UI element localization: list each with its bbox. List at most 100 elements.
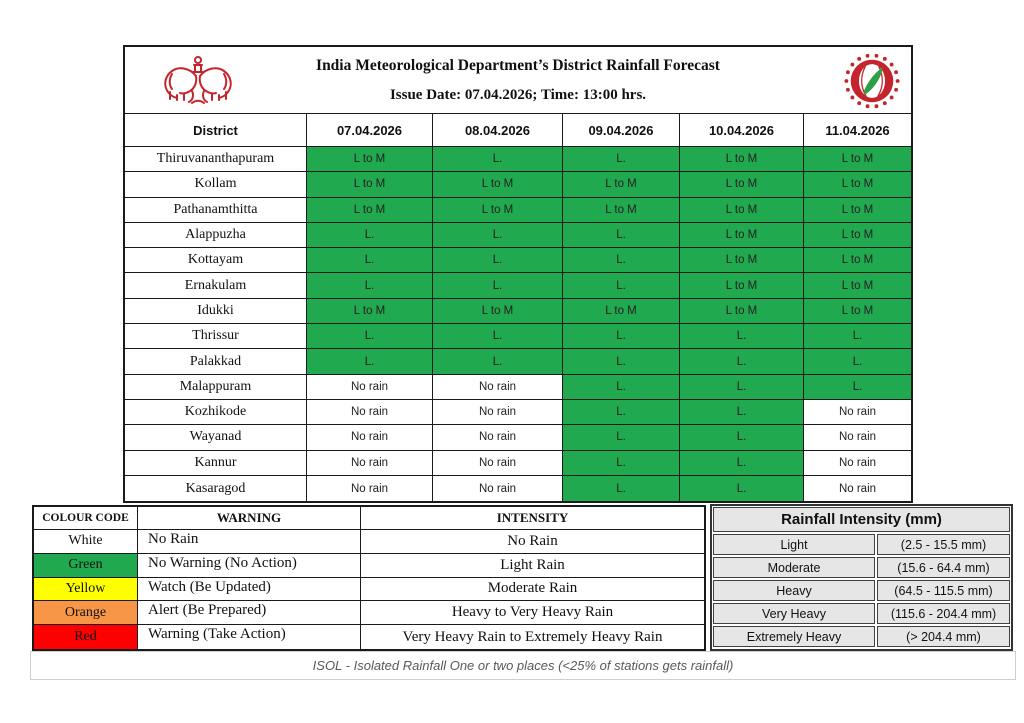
colour-swatch-red: Red bbox=[34, 625, 138, 649]
colour-swatch-orange: Orange bbox=[34, 601, 138, 626]
intensity-text: No Rain bbox=[361, 530, 704, 554]
forecast-grid: District 07.04.2026 08.04.2026 09.04.2026 10… bbox=[125, 114, 911, 502]
forecast-cell: No rain bbox=[433, 374, 563, 400]
forecast-cell: L. bbox=[433, 147, 563, 173]
district-name: Malappuram bbox=[125, 374, 307, 400]
column-header-date: 09.04.2026 bbox=[563, 114, 680, 147]
forecast-cell: L to M bbox=[307, 298, 433, 325]
forecast-cell: L. bbox=[680, 374, 804, 400]
forecast-cell: L. bbox=[804, 349, 911, 375]
rainfall-intensity-rows: Light (2.5 - 15.5 mm) Moderate (15.6 - 64.4… bbox=[712, 534, 1011, 647]
forecast-cell: L. bbox=[680, 349, 804, 375]
warning-text: No Rain bbox=[138, 530, 361, 554]
forecast-cell: No rain bbox=[804, 450, 911, 476]
forecast-cell: L. bbox=[563, 273, 680, 299]
warning-text: No Warning (No Action) bbox=[138, 553, 361, 578]
intensity-row: Extremely Heavy (> 204.4 mm) bbox=[713, 626, 1010, 647]
forecast-cell: L. bbox=[680, 399, 804, 426]
forecast-cell: L. bbox=[433, 273, 563, 299]
colour-swatch-white: White bbox=[34, 530, 138, 554]
forecast-cell: L to M bbox=[433, 172, 563, 198]
forecast-cell: L to M bbox=[563, 298, 680, 325]
intensity-label: Extremely Heavy bbox=[713, 626, 875, 647]
footer-row: ISOL - Isolated Rainfall One or two plac… bbox=[30, 651, 1016, 680]
forecast-cell: L. bbox=[680, 425, 804, 451]
district-name: Kozhikode bbox=[125, 399, 307, 426]
forecast-table: India Meteorological Department’s Distri… bbox=[123, 45, 913, 504]
forecast-cell: L. bbox=[680, 324, 804, 350]
forecast-cell: L to M bbox=[307, 172, 433, 198]
forecast-cell: No rain bbox=[433, 425, 563, 451]
intensity-text: Light Rain bbox=[361, 554, 704, 578]
forecast-cell: No rain bbox=[433, 399, 563, 426]
forecast-cell: L to M bbox=[680, 197, 804, 223]
forecast-cell: L. bbox=[433, 349, 563, 375]
forecast-cell: L to M bbox=[680, 298, 804, 325]
forecast-cell: No rain bbox=[433, 450, 563, 476]
forecast-cell: L. bbox=[804, 324, 911, 350]
district-name: Wayanad bbox=[125, 425, 307, 451]
intensity-range: (64.5 - 115.5 mm) bbox=[877, 580, 1010, 601]
forecast-cell: L. bbox=[804, 374, 911, 400]
district-name: Kannur bbox=[125, 450, 307, 476]
forecast-cell: L. bbox=[563, 399, 680, 426]
intensity-row: Very Heavy (115.6 - 204.4 mm) bbox=[713, 603, 1010, 624]
forecast-cell: No rain bbox=[307, 399, 433, 426]
forecast-cell: L to M bbox=[307, 147, 433, 173]
colour-code-table: COLOUR CODE WARNING INTENSITY White No Rain N… bbox=[32, 505, 706, 651]
forecast-cell: L. bbox=[563, 222, 680, 249]
forecast-cell: L. bbox=[563, 425, 680, 451]
forecast-cell: L to M bbox=[804, 248, 911, 274]
forecast-cell: No rain bbox=[433, 475, 563, 502]
colour-code-grid: COLOUR CODE WARNING INTENSITY White No Rain N… bbox=[34, 507, 704, 649]
forecast-cell: L to M bbox=[804, 172, 911, 198]
forecast-cell: L to M bbox=[680, 172, 804, 198]
forecast-cell: L. bbox=[680, 450, 804, 476]
forecast-cell: L to M bbox=[433, 298, 563, 325]
forecast-cell: L to M bbox=[563, 172, 680, 198]
page-title: India Meteorological Department’s Distri… bbox=[316, 57, 720, 74]
rainfall-intensity-table: Rainfall Intensity (mm) Light (2.5 - 15.5… bbox=[710, 504, 1013, 651]
forecast-cell: L to M bbox=[680, 273, 804, 299]
district-name: Pathanamthitta bbox=[125, 197, 307, 223]
district-name: Kottayam bbox=[125, 248, 307, 274]
forecast-cell: L. bbox=[307, 222, 433, 249]
intensity-range: (> 204.4 mm) bbox=[877, 626, 1010, 647]
district-name: Idukki bbox=[125, 298, 307, 325]
forecast-cell: No rain bbox=[307, 374, 433, 400]
forecast-cell: L. bbox=[563, 374, 680, 400]
column-header-district: District bbox=[125, 114, 307, 147]
forecast-cell: L to M bbox=[307, 197, 433, 223]
intensity-label: Very Heavy bbox=[713, 603, 875, 624]
intensity-range: (2.5 - 15.5 mm) bbox=[877, 534, 1010, 555]
forecast-cell: No rain bbox=[804, 475, 911, 502]
forecast-cell: L to M bbox=[804, 197, 911, 223]
forecast-cell: No rain bbox=[804, 425, 911, 451]
forecast-cell: L. bbox=[563, 248, 680, 274]
colour-swatch-yellow: Yellow bbox=[34, 577, 138, 602]
forecast-cell: L. bbox=[563, 450, 680, 476]
forecast-cell: L. bbox=[563, 475, 680, 502]
warning-text: Alert (Be Prepared) bbox=[138, 601, 361, 626]
forecast-cell: L. bbox=[433, 248, 563, 274]
intensity-row: Light (2.5 - 15.5 mm) bbox=[713, 534, 1010, 555]
district-name: Alappuzha bbox=[125, 222, 307, 249]
document-header: India Meteorological Department’s Distri… bbox=[125, 47, 911, 114]
forecast-cell: L to M bbox=[804, 147, 911, 173]
intensity-text: Heavy to Very Heavy Rain bbox=[361, 601, 704, 626]
district-name: Kollam bbox=[125, 172, 307, 198]
isol-definition-note: ISOL - Isolated Rainfall One or two plac… bbox=[312, 658, 734, 673]
district-name: Thiruvananthapuram bbox=[125, 147, 307, 173]
intensity-text: Very Heavy Rain to Extremely Heavy Rain bbox=[402, 628, 663, 645]
imd-seal-icon bbox=[844, 53, 900, 109]
forecast-cell: L. bbox=[433, 222, 563, 249]
forecast-cell: L. bbox=[563, 324, 680, 350]
forecast-cell: L. bbox=[680, 475, 804, 502]
intensity-range: (115.6 - 204.4 mm) bbox=[877, 603, 1010, 624]
district-name: Thrissur bbox=[125, 324, 307, 350]
legend-header-warning: WARNING bbox=[138, 507, 361, 530]
forecast-cell: L. bbox=[307, 248, 433, 274]
intensity-row: Heavy (64.5 - 115.5 mm) bbox=[713, 580, 1010, 601]
intensity-label: Light bbox=[713, 534, 875, 555]
